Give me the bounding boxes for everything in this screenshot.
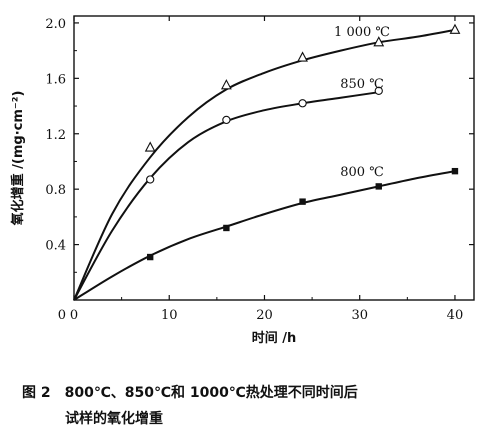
figure-caption-line-2: 试样的氧化增重	[65, 411, 163, 427]
fitted-curves	[73, 28, 456, 301]
marker-square	[451, 167, 459, 175]
y-tick-label: 2.0	[45, 17, 66, 32]
curve-triangle	[73, 28, 456, 301]
marker-triangle	[220, 79, 232, 90]
tick-labels: 0 10 20 30 40 0.4 0.8 1.2 1.6 2.0 0	[45, 17, 463, 323]
marker-circle	[146, 175, 155, 184]
marker-circle	[222, 115, 231, 125]
curve-square	[73, 170, 456, 301]
marker-triangle	[297, 51, 308, 62]
marker-triangle	[449, 23, 461, 34]
data-markers	[144, 23, 461, 261]
y-tick-label: 1.6	[45, 72, 66, 87]
y-axis-title: 氧化增重 /(mg·cm⁻²)	[10, 91, 26, 227]
series-label-circle: 850 ℃	[340, 77, 384, 92]
marker-square	[299, 198, 306, 205]
x-tick-label: 40	[447, 308, 464, 323]
series-labels: 1 000 ℃ 850 ℃ 800 ℃	[334, 25, 390, 180]
y-tick-label: 0.8	[45, 183, 66, 198]
marker-square	[146, 253, 154, 261]
y-tick-label: 0.4	[45, 239, 66, 254]
marker-square	[375, 183, 382, 190]
marker-square	[223, 224, 230, 232]
x-tick-label: 0	[70, 308, 78, 323]
series-label-square: 800 ℃	[340, 165, 384, 180]
origin-tick-label: 0	[58, 308, 66, 323]
marker-circle	[298, 99, 307, 108]
x-axis-title: 时间 /h	[252, 330, 297, 346]
marker-triangle	[373, 36, 385, 47]
figure-caption-line-1: 图 2 800℃、850℃和 1000℃热处理不同时间后	[22, 385, 358, 401]
tick-marks	[73, 16, 474, 300]
x-tick-label: 20	[256, 308, 273, 323]
oxidation-weight-gain-chart: 0 10 20 30 40 0.4 0.8 1.2 1.6 2.0 0 1 000 ℃ 850 ℃ 80…	[10, 15, 475, 346]
axes	[73, 15, 475, 301]
x-tick-label: 30	[351, 308, 368, 323]
marker-triangle	[144, 141, 156, 152]
series-label-triangle: 1 000 ℃	[334, 25, 390, 40]
x-tick-label: 10	[161, 308, 178, 323]
plot-frame	[73, 15, 475, 301]
marker-circle	[374, 86, 383, 95]
y-tick-label: 1.2	[45, 128, 66, 143]
